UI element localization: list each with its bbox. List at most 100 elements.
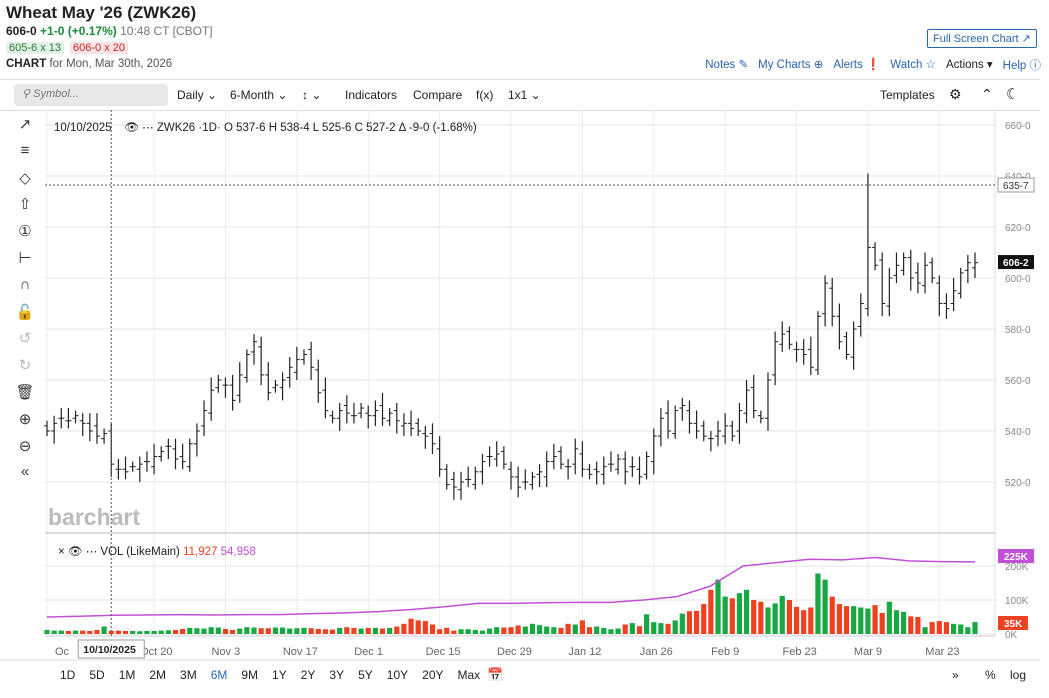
calendar-icon[interactable]: 📅	[487, 667, 504, 682]
volume-bar	[315, 628, 321, 634]
close-icon[interactable]: ×	[58, 546, 65, 558]
volume-bar	[922, 627, 928, 634]
indicators-button[interactable]: Indicators	[345, 88, 398, 102]
volume-bar	[601, 627, 607, 634]
percent-toggle[interactable]: %	[985, 668, 996, 682]
volume-bar	[808, 607, 814, 634]
range-1m[interactable]: 1M	[118, 668, 136, 682]
trash-icon[interactable]: 🗑	[15, 383, 35, 401]
time-tick-label: Mar 23	[925, 646, 959, 658]
price-tick-label: 620-0	[1005, 223, 1031, 234]
crosshair-price-box	[997, 177, 1035, 193]
range-max[interactable]: Max	[457, 668, 481, 682]
collapse-toolbar-icon[interactable]: «	[20, 463, 30, 481]
dark-mode-moon-icon[interactable]: ☾	[1006, 86, 1020, 103]
volume-bar	[672, 620, 678, 634]
range-2y[interactable]: 2Y	[300, 668, 316, 682]
templates-button[interactable]: Templates	[880, 88, 935, 102]
volume-bar	[965, 627, 971, 634]
line-tool-icon[interactable]: ↗	[18, 116, 32, 133]
settings-gear-icon[interactable]: ⚙	[949, 86, 962, 102]
range-2m[interactable]: 2M	[149, 668, 167, 682]
time-tick-label: Jan 12	[568, 646, 601, 658]
actions-menu[interactable]: Actions ▾	[945, 59, 993, 71]
price-tick-label: 660-0	[1005, 121, 1031, 132]
layout-dropdown[interactable]: 1x1 ⌄	[508, 88, 541, 102]
volume-bar	[65, 630, 72, 634]
alerts-link[interactable]: Alerts ❗	[833, 59, 881, 71]
volume-badge	[998, 616, 1028, 630]
expand-icon[interactable]: »	[952, 668, 959, 682]
range-3m[interactable]: 3M	[180, 668, 197, 682]
volume-bar	[665, 623, 671, 634]
volume-bar	[958, 624, 964, 634]
range-10y[interactable]: 10Y	[386, 668, 409, 682]
volume-bar	[686, 611, 693, 634]
volume-bar	[279, 627, 286, 634]
volume-bar	[187, 627, 193, 634]
volume-bar	[479, 630, 486, 634]
fx-button[interactable]: f(x)	[476, 88, 494, 102]
range-6m[interactable]: 6M	[210, 668, 228, 682]
volume-bar	[458, 629, 464, 634]
volume-bar	[151, 630, 157, 634]
range-1d[interactable]: 1D	[60, 668, 76, 682]
volume-bar	[536, 625, 543, 634]
range-9m[interactable]: 9M	[241, 668, 259, 682]
range-5y[interactable]: 5Y	[358, 668, 373, 682]
time-tick-label: Nov 17	[283, 646, 318, 658]
interval-dropdown[interactable]: Daily ⌄	[177, 88, 218, 102]
zoom-out-icon[interactable]: ⊖	[18, 437, 32, 455]
volume-bar	[579, 620, 585, 634]
lock-icon[interactable]: 🔓	[15, 303, 35, 321]
watch-link[interactable]: Watch ☆	[890, 59, 936, 71]
volume-bar	[351, 627, 357, 634]
notes-link[interactable]: Notes ✎	[705, 59, 749, 71]
range-5d[interactable]: 5D	[89, 668, 105, 682]
volume-bar	[751, 600, 757, 634]
volume-bar	[872, 605, 878, 634]
volume-bar	[408, 618, 414, 634]
oi-badge-label: 225K	[1004, 552, 1029, 563]
undo-icon[interactable]: ↺	[18, 330, 32, 348]
shape-tool-icon[interactable]: ◇	[19, 169, 31, 187]
redo-icon[interactable]: ↻	[18, 357, 32, 375]
full-screen-chart-button[interactable]: Full Screen Chart ↗	[927, 29, 1037, 48]
volume-bar	[943, 622, 950, 634]
volume-bar	[972, 622, 978, 634]
volume-bar	[194, 628, 200, 634]
magnet-icon[interactable]: ∩	[19, 275, 31, 293]
arrow-tool-icon[interactable]: ⇧	[18, 196, 32, 214]
symbol-search-input[interactable]: ⚲ Symbol...	[14, 84, 168, 106]
open-interest-value: 54,958	[220, 546, 256, 558]
log-toggle[interactable]: log	[1010, 668, 1027, 682]
volume-bar	[829, 596, 835, 634]
fib-tool-icon[interactable]: ≡	[20, 141, 30, 159]
time-tick-label: Jan 26	[640, 646, 673, 658]
range-20y[interactable]: 20Y	[422, 668, 444, 682]
collapse-chevron-icon[interactable]: ⌃	[981, 86, 993, 102]
volume-value: 11,927	[183, 546, 218, 558]
quote-line: 606-0 +1-0 (+0.17%) 10:48 CT [CBOT]	[6, 24, 213, 38]
bar-type-dropdown[interactable]: ↕ ⌄	[302, 88, 322, 102]
volume-bar	[444, 627, 450, 634]
measure-tool-icon[interactable]: ⊢	[18, 249, 32, 267]
range-dropdown[interactable]: 6-Month ⌄	[230, 88, 288, 102]
my-charts-link[interactable]: My Charts ⊕	[758, 59, 824, 71]
volume-bar	[858, 607, 864, 634]
volume-bar	[651, 622, 657, 634]
volume-tick-label: 200K	[1005, 562, 1029, 573]
range-3y[interactable]: 3Y	[329, 668, 345, 682]
eye-icon[interactable]: 👁	[67, 546, 83, 558]
time-tick-label: Dec 29	[497, 646, 532, 658]
volume-bar	[372, 627, 378, 634]
annotation-tool-icon[interactable]: ①	[18, 223, 32, 241]
zoom-in-icon[interactable]: ⊕	[18, 410, 32, 428]
drawing-toolbar: ↗ ≡ ◇ ⇧ ① ⊢ ∩ 🔓 ↺ ↻ 🗑 ⊕ ⊖ «	[10, 115, 40, 490]
compare-button[interactable]: Compare	[413, 88, 463, 102]
range-1y[interactable]: 1Y	[272, 668, 287, 682]
help-link[interactable]: Help ⓘ	[1002, 60, 1041, 72]
eye-icon[interactable]: 👁	[124, 122, 139, 134]
